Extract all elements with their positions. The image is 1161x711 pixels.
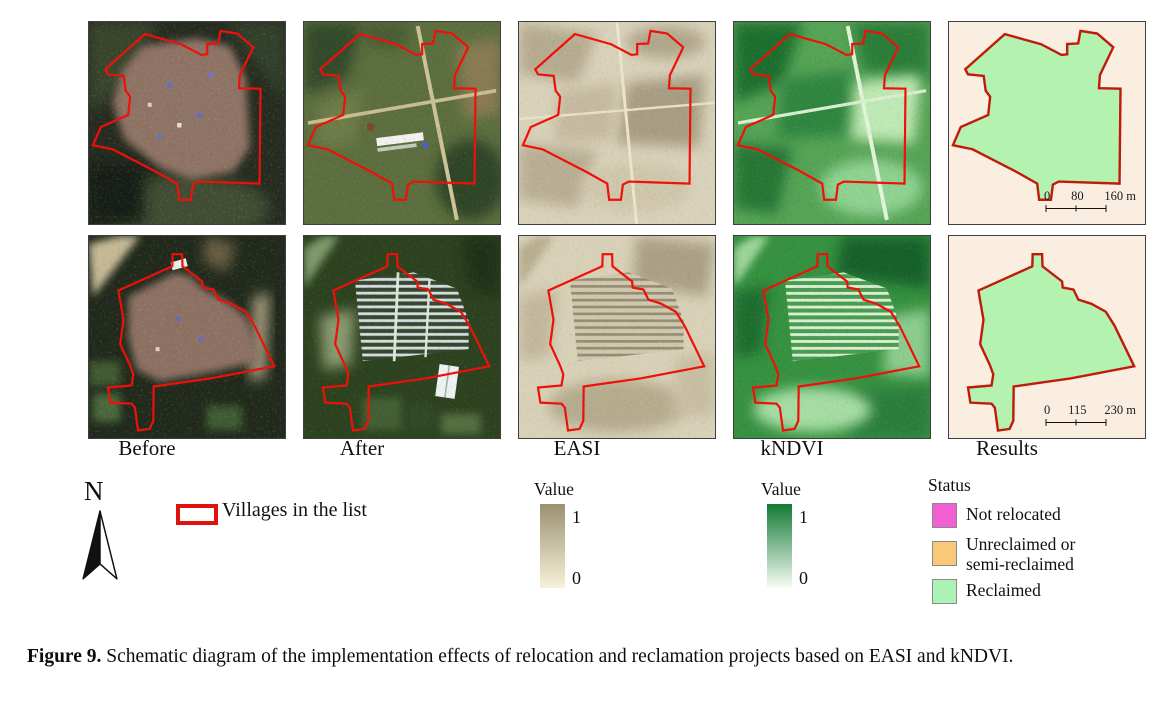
figure-caption-label: Figure 9. (27, 646, 102, 667)
status-label-reclaimed: Reclaimed (966, 580, 1041, 600)
status-label-unreclaimed: Unreclaimed or semi-reclaimed (966, 534, 1076, 574)
easi-colorbar (540, 504, 565, 588)
easi-colorbar-min: 0 (572, 568, 581, 588)
column-label-results: Results (976, 436, 1038, 460)
scalebar-line (1045, 419, 1107, 427)
scalebar-row2: 0 115 230 m (1044, 404, 1136, 431)
column-label-before: Before (118, 436, 176, 460)
column-label-after: After (339, 436, 385, 460)
figure-caption-text: Schematic diagram of the implementation … (101, 646, 1014, 667)
scalebar-tick-0: 0 (1044, 189, 1051, 204)
figure-caption: Figure 9. Schematic diagram of the imple… (27, 641, 1145, 672)
villages-outline-swatch (176, 504, 218, 525)
kndvi-colorbar-min: 0 (799, 568, 808, 588)
status-swatch-not-relocated (932, 503, 957, 528)
easi-colorbar-max: 1 (572, 507, 581, 527)
scalebar-tick-end: 230 m (1104, 403, 1136, 418)
panel-before-row2 (88, 235, 286, 439)
panel-before-row1 (88, 21, 286, 225)
panel-easi-row2 (518, 235, 716, 439)
north-arrow-icon (82, 510, 118, 580)
villages-legend-label: Villages in the list (222, 499, 367, 521)
north-label: N (84, 476, 104, 506)
panel-after-row1 (303, 21, 501, 225)
status-legend-title: Status (928, 475, 971, 495)
scalebar-tick-end: 160 m (1104, 189, 1136, 204)
panel-kndvi-row1 (733, 21, 931, 225)
easi-colorbar-title: Value (534, 479, 574, 499)
scalebar-tick-mid: 115 (1068, 403, 1087, 418)
status-swatch-unreclaimed (932, 541, 957, 566)
panel-kndvi-row2 (733, 235, 931, 439)
scalebar-row1: 0 80 160 m (1044, 190, 1136, 217)
scalebar-line (1045, 205, 1107, 213)
panel-results-row2: 0 115 230 m (948, 235, 1146, 439)
column-label-kndvi: kNDVI (760, 436, 824, 460)
panel-results-row1: 0 80 160 m (948, 21, 1146, 225)
status-label-not-relocated: Not relocated (966, 504, 1061, 524)
status-swatch-reclaimed (932, 579, 957, 604)
kndvi-colorbar-title: Value (761, 479, 801, 499)
kndvi-colorbar (767, 504, 792, 588)
panel-easi-row1 (518, 21, 716, 225)
scalebar-tick-0: 0 (1044, 403, 1051, 418)
panel-after-row2 (303, 235, 501, 439)
scalebar-tick-mid: 80 (1071, 189, 1084, 204)
column-label-easi: EASI (553, 436, 601, 460)
kndvi-colorbar-max: 1 (799, 507, 808, 527)
